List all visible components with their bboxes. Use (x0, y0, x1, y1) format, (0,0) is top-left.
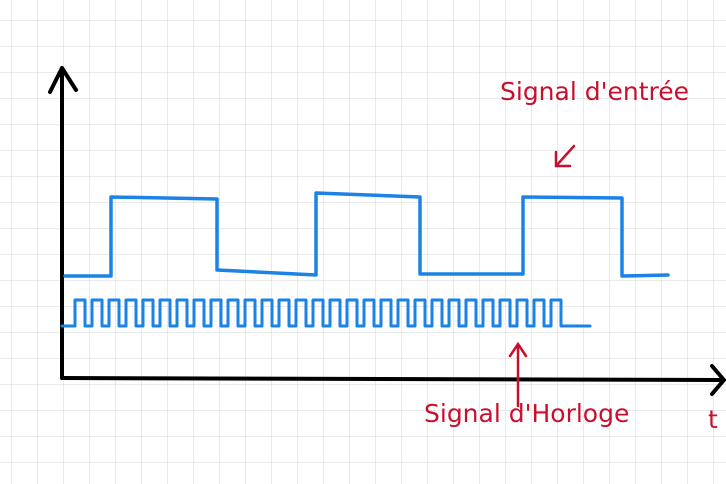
input-signal-arrow (554, 144, 576, 168)
input-signal-label: Signal d'entrée (500, 77, 689, 106)
input-signal-wave (63, 191, 670, 278)
clock-signal-arrow (508, 341, 528, 408)
x-axis (60, 364, 726, 396)
clock-signal-wave (60, 298, 592, 328)
clock-signal-label: Signal d'Horloge (424, 399, 629, 428)
time-axis-label: t (708, 405, 718, 434)
